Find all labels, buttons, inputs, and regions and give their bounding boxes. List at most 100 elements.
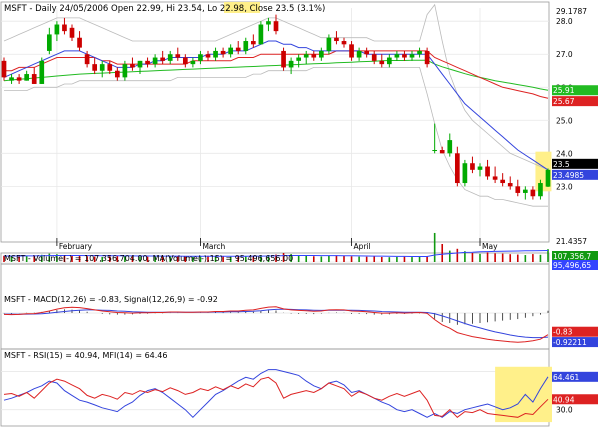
rsi-highlight: [495, 366, 552, 423]
volume-bar: [25, 256, 28, 262]
candle-body: [379, 60, 385, 65]
volume-bar: [222, 256, 224, 262]
volume-bar: [184, 256, 187, 262]
candle-body: [303, 54, 309, 58]
candle-body: [16, 77, 22, 81]
volume-bar: [116, 256, 119, 262]
candle-body: [205, 54, 211, 58]
volume-bar: [464, 251, 466, 262]
candle-body: [198, 54, 203, 61]
price-y-tick: 28.0: [556, 17, 573, 26]
volume-bar: [343, 256, 345, 262]
candle-body: [530, 189, 536, 197]
candle-body: [9, 77, 14, 81]
volume-bar: [101, 256, 104, 262]
price-y-tick: 27.0: [556, 50, 573, 59]
volume-bar: [479, 253, 481, 262]
candle-body: [213, 50, 218, 58]
rsi-label: MSFT - RSI(15) = 40.94, MFI(14) = 64.46: [4, 351, 167, 360]
macd-value: -0.83: [553, 328, 573, 337]
price-y-tick: 25.0: [556, 116, 573, 125]
volume-bar: [305, 256, 308, 262]
candle-body: [545, 169, 551, 187]
candle-body: [54, 24, 60, 35]
volume-bar: [539, 254, 542, 262]
candle-body: [31, 74, 37, 84]
candle-body: [296, 57, 302, 61]
price-high-label: 29.1787: [556, 7, 587, 16]
volume-ma: [4, 250, 549, 257]
x-tick-label: February: [59, 242, 93, 251]
macd-value-bg: [552, 326, 598, 337]
candle-body: [485, 166, 490, 177]
candle-body: [281, 50, 286, 68]
rsi-last-value-labels: 64.461 40.94 30.0: [552, 371, 598, 415]
candle-body: [341, 41, 347, 45]
volume-bar: [358, 256, 360, 262]
signal-value: -0.92211: [553, 338, 587, 347]
volume-bar: [56, 254, 58, 262]
candle-body: [522, 189, 528, 193]
volume-bar: [207, 255, 209, 262]
volume-bar: [260, 255, 262, 262]
price-panel-frame: [0, 1, 550, 243]
candle-body: [462, 163, 468, 184]
candle-body: [114, 70, 120, 78]
price-y-tick: 23.0: [556, 182, 573, 191]
candle-body: [39, 60, 45, 84]
ma-green-value: 25.91: [553, 86, 575, 95]
volume-bar: [33, 255, 36, 262]
candle-body: [394, 54, 400, 58]
volume-ma-value: 95,496,65: [553, 261, 591, 270]
candle-body: [24, 74, 30, 81]
volume-bar: [124, 255, 126, 262]
rsi-line: [3, 376, 549, 418]
candle-body: [92, 64, 98, 71]
volume-bar: [312, 256, 315, 262]
volume-bar: [365, 256, 368, 262]
volume-bar: [3, 255, 5, 262]
candle-body: [334, 37, 339, 42]
volume-bar: [252, 255, 255, 262]
close-value: 23.5: [553, 160, 570, 169]
candle-body: [417, 50, 422, 55]
candlesticks: [1, 14, 551, 200]
price-last-value-labels: 29.1787 21.4357 25.91 25.67 23.5 23.4985: [552, 7, 598, 246]
chart-title: MSFT - Daily 24/05/2006 Open 22.99, Hi 2…: [4, 4, 325, 14]
candle-body: [175, 54, 181, 58]
candle-body: [356, 50, 362, 58]
volume-bar: [71, 255, 73, 262]
candle-body: [432, 150, 438, 152]
volume-bar: [267, 255, 270, 262]
volume-bar: [471, 253, 474, 262]
macd-label: MSFT - MACD(12,26) = -0.83, Signal(12,26…: [4, 295, 218, 304]
candle-body: [326, 37, 332, 51]
candle-body: [235, 47, 241, 51]
volume-bar: [192, 256, 194, 262]
volume-bar: [18, 256, 20, 262]
ma-blue-line: [3, 40, 549, 171]
volume-bar: [411, 257, 413, 262]
macd-last-value-labels: -0.83-0.92211: [552, 326, 598, 348]
volume-bar: [297, 255, 300, 262]
x-tick-label: March: [202, 242, 225, 251]
volume-bar: [40, 254, 43, 262]
price-y-tick: 24.0: [556, 149, 573, 158]
volume-bar: [161, 256, 164, 262]
volume-bar: [78, 256, 81, 262]
price-x-tick-labels: February March April May: [56, 238, 498, 251]
candle-body: [538, 183, 543, 197]
candle-body: [447, 140, 453, 154]
candle-body: [130, 64, 135, 68]
rsi-value-bg: [552, 394, 598, 405]
candle-body: [477, 166, 483, 170]
candle-body: [371, 54, 377, 61]
volume-bar: [516, 254, 519, 262]
volume-label: MSFT - Volume(-) = 107,356,704.00, MA(Vo…: [4, 254, 293, 263]
candle-body: [77, 37, 82, 48]
candle-body: [318, 50, 324, 58]
candle-body: [69, 27, 75, 38]
ma-red-value: 25.67: [553, 97, 575, 106]
volume-bar: [403, 256, 406, 262]
